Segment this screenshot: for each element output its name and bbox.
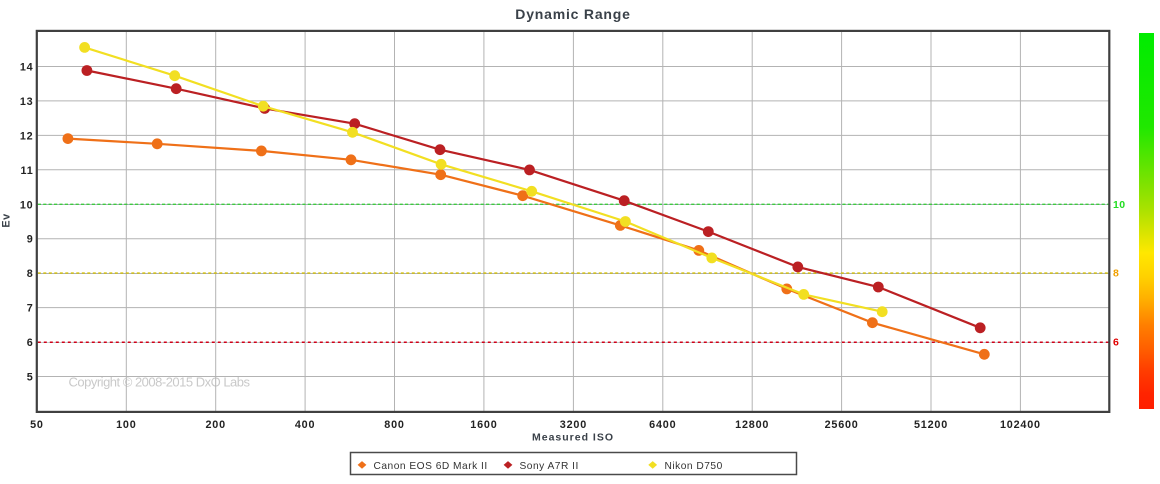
- svg-text:51200: 51200: [914, 419, 948, 431]
- svg-text:8: 8: [27, 268, 34, 280]
- svg-text:Copyright © 2008-2015 DxO Labs: Copyright © 2008-2015 DxO Labs: [69, 375, 251, 390]
- svg-text:Ev: Ev: [1, 213, 13, 227]
- svg-text:Canon EOS 6D Mark II: Canon EOS 6D Mark II: [374, 461, 488, 472]
- svg-text:Sony A7R II: Sony A7R II: [520, 461, 579, 472]
- svg-text:6400: 6400: [649, 419, 676, 431]
- svg-text:12800: 12800: [735, 419, 769, 431]
- svg-text:11: 11: [20, 165, 33, 177]
- svg-text:7: 7: [27, 303, 34, 315]
- svg-text:1600: 1600: [470, 419, 497, 431]
- svg-text:12: 12: [20, 130, 34, 142]
- svg-text:Dynamic Range: Dynamic Range: [515, 6, 630, 22]
- svg-text:Nikon D750: Nikon D750: [665, 461, 723, 472]
- svg-text:102400: 102400: [1000, 419, 1041, 431]
- svg-text:3200: 3200: [560, 419, 587, 431]
- svg-text:400: 400: [295, 419, 315, 431]
- svg-text:Measured ISO: Measured ISO: [532, 432, 614, 444]
- svg-text:100: 100: [116, 419, 136, 431]
- svg-text:10: 10: [20, 199, 34, 211]
- svg-text:200: 200: [205, 419, 225, 431]
- svg-text:25600: 25600: [825, 419, 859, 431]
- svg-text:8: 8: [1113, 268, 1119, 280]
- svg-text:6: 6: [1113, 337, 1119, 349]
- svg-text:10: 10: [1113, 199, 1125, 211]
- svg-text:14: 14: [20, 62, 34, 74]
- svg-text:9: 9: [27, 234, 34, 246]
- svg-text:6: 6: [27, 337, 34, 349]
- svg-text:50: 50: [30, 419, 44, 431]
- svg-text:5: 5: [27, 372, 34, 384]
- svg-text:13: 13: [20, 96, 34, 108]
- svg-text:800: 800: [384, 419, 404, 431]
